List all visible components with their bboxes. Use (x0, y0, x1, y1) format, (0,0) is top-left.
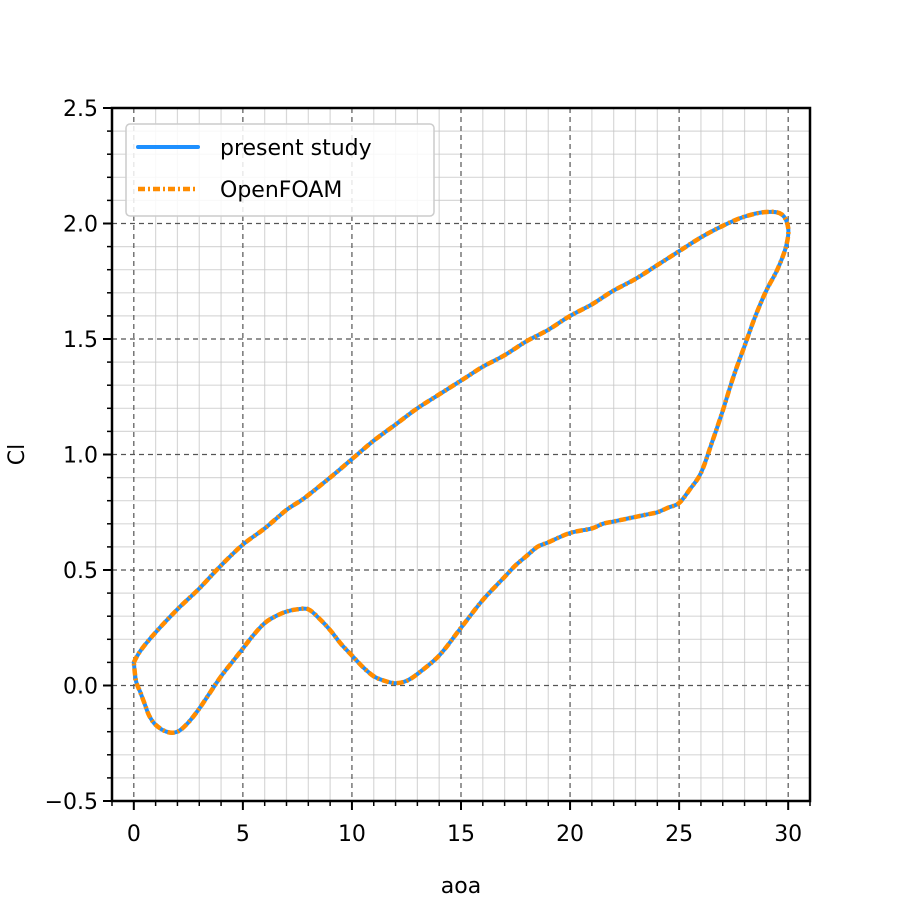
x-tick-label: 30 (774, 822, 802, 847)
y-tick-label: 1.5 (63, 328, 98, 353)
legend-label-present-study: present study (220, 136, 372, 161)
series-layer (131, 209, 791, 735)
y-tick-label: 0.5 (63, 559, 98, 584)
axis-ticks (103, 107, 811, 810)
x-tick-label: 10 (338, 822, 366, 847)
y-tick-label: 2.5 (63, 97, 98, 122)
y-tick-label: −0.5 (45, 790, 98, 815)
tick-labels: 0 5 10 15 20 25 30 −0.5 0.0 0.5 1.0 1.5 2.0 2.5 (45, 97, 803, 847)
x-tick-label: 20 (556, 822, 584, 847)
legend-box (125, 123, 435, 217)
legend-label-openfoam: OpenFOAM (220, 178, 342, 203)
major-grid (112, 107, 810, 802)
x-tick-label: 25 (665, 822, 693, 847)
y-tick-label: 2.0 (63, 213, 98, 238)
x-tick-label: 0 (127, 822, 141, 847)
y-tick-label: 1.0 (63, 444, 98, 469)
series-line-openfoam (131, 209, 791, 735)
y-axis-label: Cl (5, 444, 30, 465)
x-tick-label: 15 (447, 822, 475, 847)
y-tick-label: 0.0 (63, 675, 98, 700)
x-tick-label: 5 (236, 822, 250, 847)
legend: present study OpenFOAM (125, 123, 435, 217)
x-axis-label: aoa (441, 874, 481, 899)
